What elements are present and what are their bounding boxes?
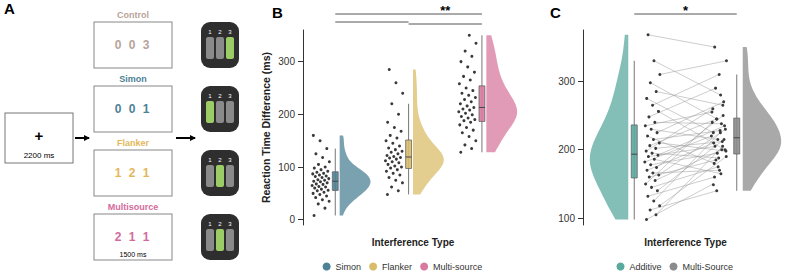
svg-text:A: A bbox=[4, 0, 15, 17]
svg-text:200: 200 bbox=[278, 109, 295, 120]
svg-text:1: 1 bbox=[208, 29, 212, 35]
svg-text:Multi-source: Multi-source bbox=[433, 262, 482, 272]
svg-text:Control: Control bbox=[117, 10, 149, 20]
svg-text:*: * bbox=[683, 3, 689, 18]
svg-text:2: 2 bbox=[218, 157, 222, 163]
svg-text:1: 1 bbox=[208, 221, 212, 227]
svg-text:Simon: Simon bbox=[119, 74, 147, 84]
svg-text:3: 3 bbox=[228, 93, 232, 99]
svg-text:C: C bbox=[550, 4, 561, 21]
svg-text:1 2 1: 1 2 1 bbox=[115, 166, 152, 180]
svg-text:+: + bbox=[35, 127, 44, 144]
svg-text:Simon: Simon bbox=[336, 262, 362, 272]
svg-text:0: 0 bbox=[289, 214, 295, 225]
svg-text:1500 ms: 1500 ms bbox=[120, 251, 147, 258]
svg-text:100: 100 bbox=[558, 213, 575, 224]
svg-text:2: 2 bbox=[218, 221, 222, 227]
svg-text:300: 300 bbox=[278, 56, 295, 67]
svg-text:Additive: Additive bbox=[630, 262, 662, 272]
svg-text:3: 3 bbox=[228, 29, 232, 35]
svg-text:0 0 1: 0 0 1 bbox=[115, 102, 152, 116]
svg-text:**: ** bbox=[440, 3, 451, 18]
svg-text:Reaction Time Difference (ms): Reaction Time Difference (ms) bbox=[260, 52, 272, 203]
svg-text:3: 3 bbox=[228, 157, 232, 163]
svg-text:Interference Type: Interference Type bbox=[372, 237, 455, 248]
svg-text:2: 2 bbox=[218, 29, 222, 35]
svg-text:2200 ms: 2200 ms bbox=[24, 151, 55, 160]
svg-text:1: 1 bbox=[208, 93, 212, 99]
svg-text:B: B bbox=[272, 4, 283, 21]
svg-text:Multisource: Multisource bbox=[108, 202, 159, 212]
svg-text:2 1 1: 2 1 1 bbox=[115, 230, 152, 244]
svg-text:Interference Type: Interference Type bbox=[644, 237, 727, 248]
svg-text:3: 3 bbox=[228, 221, 232, 227]
svg-text:0 0 3: 0 0 3 bbox=[115, 38, 152, 52]
svg-text:200: 200 bbox=[558, 144, 575, 155]
svg-text:2: 2 bbox=[218, 93, 222, 99]
svg-text:100: 100 bbox=[278, 162, 295, 173]
svg-text:Flanker: Flanker bbox=[382, 262, 412, 272]
svg-text:Flanker: Flanker bbox=[117, 138, 150, 148]
svg-text:Multi-Source: Multi-Source bbox=[683, 262, 734, 272]
svg-text:1: 1 bbox=[208, 157, 212, 163]
svg-text:300: 300 bbox=[558, 76, 575, 87]
